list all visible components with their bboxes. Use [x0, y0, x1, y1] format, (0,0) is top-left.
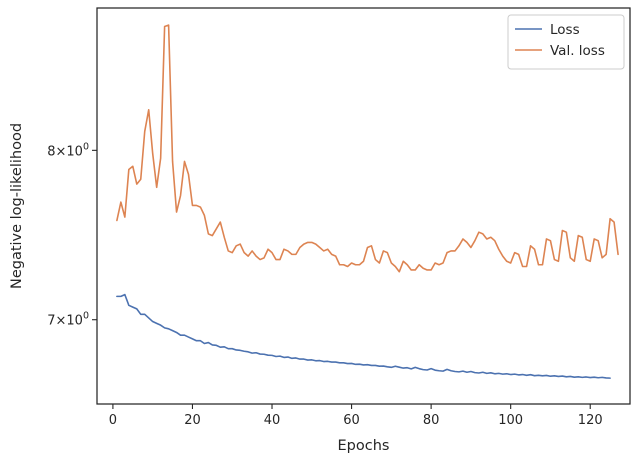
x-axis-label: Epochs: [338, 438, 390, 454]
x-tick-label: 40: [264, 413, 281, 428]
x-tick-label: 100: [498, 413, 523, 428]
x-tick-label: 20: [184, 413, 201, 428]
legend-label-val-loss: Val. loss: [550, 43, 605, 59]
series-line-val-loss: [116, 24, 619, 273]
x-tick-label: 60: [343, 413, 360, 428]
plot-area: [96, 7, 631, 405]
legend-label-loss: Loss: [550, 22, 580, 38]
legend: Loss Val. loss: [507, 14, 625, 70]
y-tick-label: 7×100: [47, 311, 89, 329]
x-tick-label: 0: [109, 413, 117, 428]
series-layer: [116, 24, 619, 379]
x-tick-label: 80: [423, 413, 440, 428]
y-tick-label: 8×100: [47, 141, 89, 159]
x-axis: 0 20 40 60 80 100 120: [109, 404, 603, 428]
y-axis: 7×100 8×100: [47, 141, 97, 329]
plot-frame: [96, 7, 631, 405]
series-line-loss: [116, 293, 611, 379]
x-tick-label: 120: [578, 413, 603, 428]
y-axis-label: Negative log-likelihood: [9, 123, 25, 289]
